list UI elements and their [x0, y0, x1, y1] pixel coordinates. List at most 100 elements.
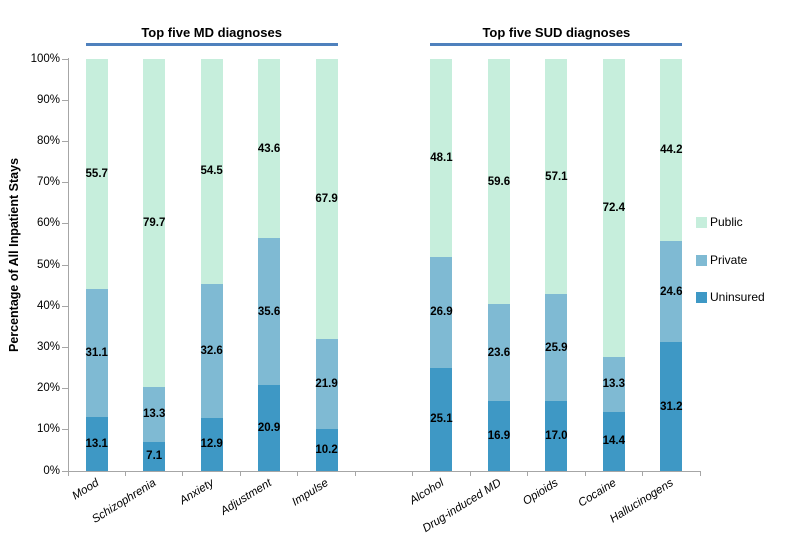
- plot-area: 55.7 31.1 13.1 79.7 13.3 7.1 54.5 32.6 12.9 43.6 3…: [68, 59, 700, 471]
- x-axis-label-mood: Mood: [70, 477, 102, 503]
- y-tick-label: 40%: [36, 299, 60, 312]
- y-tick-mark: [62, 264, 68, 266]
- group-title-underline-md: [85, 43, 338, 46]
- data-label-uninsured: 12.9: [200, 438, 223, 451]
- y-tick-mark: [62, 223, 68, 225]
- data-label-public: 72.4: [602, 201, 626, 214]
- y-tick-mark: [62, 346, 68, 348]
- legend-swatch-public: [696, 217, 707, 228]
- data-label-uninsured: 10.2: [315, 443, 338, 456]
- data-label-public: 48.1: [430, 151, 453, 164]
- bar-schizophrenia: 79.7 13.3 7.1: [143, 59, 165, 471]
- y-tick-mark: [62, 99, 68, 101]
- x-axis-label-anxiety: Anxiety: [177, 477, 216, 508]
- y-tick-label: 80%: [36, 134, 60, 147]
- legend-label: Private: [710, 252, 748, 267]
- data-label-uninsured: 7.1: [146, 450, 163, 463]
- y-tick-mark: [62, 305, 68, 307]
- x-axis-label-adjustment: Adjustment: [218, 477, 274, 518]
- segment-uninsured: 31.2: [660, 342, 682, 471]
- data-label-private: 23.6: [487, 346, 511, 359]
- group-title-sud: Top five SUD diagnoses: [482, 25, 631, 40]
- group-title-md: Top five MD diagnoses: [141, 25, 282, 40]
- bar-anxiety: 54.5 32.6 12.9: [200, 59, 223, 471]
- x-axis-label-schizophrenia: Schizophrenia: [90, 477, 159, 526]
- segment-private: 23.6: [487, 304, 511, 402]
- x-tick-mark: [354, 472, 356, 476]
- data-label-public: 43.6: [257, 142, 281, 155]
- y-tick-mark: [62, 58, 68, 60]
- segment-uninsured: 13.1: [85, 416, 108, 471]
- bar-alcohol: 48.1 26.9 25.1: [430, 59, 453, 471]
- x-tick-mark: [239, 472, 241, 476]
- segment-uninsured: 20.9: [257, 384, 281, 471]
- y-tick-mark: [62, 470, 68, 472]
- segment-public: 67.9: [315, 59, 338, 339]
- data-label-uninsured: 25.1: [430, 413, 453, 426]
- segment-uninsured: 17.0: [545, 400, 568, 471]
- segment-public: 79.7: [142, 59, 166, 388]
- segment-uninsured: 10.2: [315, 428, 338, 471]
- data-label-uninsured: 13.1: [85, 437, 108, 450]
- x-tick-mark: [527, 472, 529, 476]
- legend-item-uninsured: Uninsured: [696, 291, 765, 304]
- segment-private: 32.6: [200, 283, 223, 418]
- y-tick-label: 100%: [30, 52, 60, 65]
- y-tick-label: 90%: [36, 93, 60, 106]
- segment-public: 57.1: [545, 59, 568, 295]
- y-tick-label: 0%: [43, 464, 60, 477]
- y-tick-label: 20%: [36, 382, 60, 395]
- bar-impulse: 67.9 21.9 10.2: [315, 59, 338, 471]
- data-label-uninsured: 31.2: [660, 400, 683, 413]
- data-label-private: 21.9: [315, 377, 338, 390]
- segment-private: 13.3: [143, 387, 165, 442]
- data-label-private: 35.6: [257, 305, 281, 318]
- segment-uninsured: 16.9: [488, 401, 510, 471]
- bar-hallucinogens: 44.2 24.6 31.2: [660, 59, 682, 471]
- y-tick-label: 30%: [36, 340, 60, 353]
- y-tick-mark: [62, 140, 68, 142]
- bar-cocaine: 72.4 13.3 14.4: [603, 59, 625, 471]
- data-label-private: 13.3: [142, 408, 166, 421]
- data-label-public: 59.6: [487, 175, 511, 188]
- data-label-public: 79.7: [142, 217, 166, 230]
- segment-private: 13.3: [602, 356, 626, 412]
- legend-swatch-uninsured: [696, 292, 707, 303]
- x-tick-mark: [67, 472, 69, 476]
- data-label-private: 25.9: [545, 341, 568, 354]
- y-tick-mark: [62, 429, 68, 431]
- segment-uninsured: 7.1: [143, 441, 166, 471]
- segment-public: 48.1: [430, 59, 453, 257]
- x-tick-mark: [124, 472, 126, 476]
- segment-public: 43.6: [257, 59, 281, 239]
- data-label-uninsured: 16.9: [487, 430, 511, 443]
- data-label-private: 24.6: [660, 285, 683, 298]
- legend-item-private: Private: [696, 252, 748, 267]
- data-label-uninsured: 20.9: [257, 421, 281, 434]
- segment-private: 31.1: [85, 288, 108, 417]
- data-label-private: 31.1: [85, 346, 108, 359]
- segment-uninsured: 14.4: [603, 411, 625, 471]
- segment-public: 44.2: [660, 59, 682, 242]
- legend-item-public: Public: [696, 216, 743, 229]
- segment-private: 21.9: [315, 338, 338, 429]
- x-axis-label-opioids: Opioids: [521, 477, 561, 508]
- legend-label: Public: [710, 215, 743, 229]
- data-label-private: 26.9: [430, 306, 453, 319]
- bar-adjustment: 43.6 35.6 20.9: [258, 59, 280, 471]
- data-label-public: 57.1: [545, 170, 568, 183]
- data-label-uninsured: 17.0: [545, 429, 568, 442]
- segment-uninsured: 25.1: [430, 367, 453, 471]
- data-label-private: 32.6: [200, 344, 223, 357]
- data-label-public: 54.5: [200, 165, 223, 178]
- y-tick-label: 60%: [36, 217, 60, 230]
- data-label-public: 67.9: [315, 192, 338, 205]
- segment-private: 26.9: [430, 256, 453, 368]
- x-tick-mark: [699, 472, 701, 476]
- data-label-private: 13.3: [602, 378, 626, 391]
- x-tick-mark: [412, 472, 414, 476]
- group-title-underline-sud: [430, 43, 683, 46]
- x-axis-label-cocaine: Cocaine: [576, 477, 619, 510]
- x-tick-mark: [297, 472, 299, 476]
